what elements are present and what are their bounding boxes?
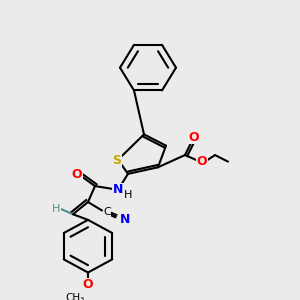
Text: H: H [52,204,60,214]
Text: O: O [197,155,207,168]
Text: CH₃: CH₃ [65,293,85,300]
Text: O: O [189,131,199,144]
Text: H: H [124,190,132,200]
Text: N: N [113,183,123,196]
Text: S: S [112,154,122,167]
Text: N: N [120,213,130,226]
Text: O: O [83,278,93,291]
Text: O: O [72,168,82,181]
Text: C: C [103,207,111,218]
